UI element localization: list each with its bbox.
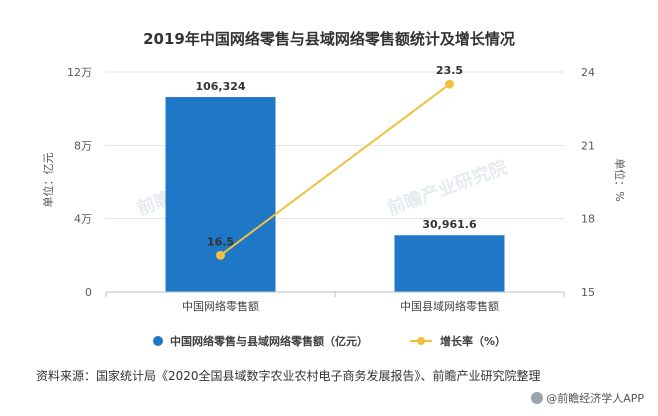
bar (394, 235, 505, 292)
y-tick-label-right: 24 (581, 66, 595, 79)
y-tick-label-left: 0 (85, 286, 92, 299)
source-note: 资料来源：国家统计局《2020全国县域数字农业农村电子商务发展报告》、前瞻产业研… (36, 369, 541, 383)
y-axis-label-left: 单位：亿元 (41, 153, 55, 208)
brand-text: @前瞻经济学人APP (546, 392, 644, 405)
legend: 中国网络零售与县域网络零售额（亿元） 增长率（%） (153, 334, 506, 348)
y-axis-label-right: 单位：% (613, 158, 627, 201)
brand-credit: @前瞻经济学人APP (531, 390, 644, 406)
x-tick-label: 中国县域网络零售额 (400, 299, 499, 313)
data-labels: 106,324 30,961.6 16.5 23.5 (195, 64, 477, 248)
legend-line-label: 增长率（%） (440, 334, 506, 348)
y-tick-label-right: 15 (581, 286, 595, 299)
line-data-label: 23.5 (436, 64, 463, 77)
bar-data-label: 30,961.6 (422, 218, 477, 231)
legend-bar-marker (153, 336, 163, 346)
watermark: 前瞻产业研究院 (384, 156, 510, 220)
legend-bar-label: 中国网络零售与县域网络零售额（亿元） (170, 334, 368, 348)
y-tick-label-left: 12万 (67, 66, 92, 79)
axes: 0 4万 8万 12万 15 18 21 24 中国网络零售额 中国县域网络零售额 (67, 66, 595, 313)
legend-line-dot (417, 337, 425, 345)
y-tick-label-left: 4万 (74, 213, 92, 226)
bar-data-label: 106,324 (195, 80, 245, 93)
growth-line-path (219, 83, 451, 257)
line-point (216, 250, 225, 260)
growth-line (216, 79, 454, 260)
line-data-label: 16.5 (207, 235, 234, 248)
bars (165, 97, 505, 293)
y-tick-label-right: 18 (581, 213, 595, 226)
y-tick-label-left: 8万 (74, 139, 92, 152)
y-tick-label-right: 21 (581, 139, 595, 152)
brand-icon (531, 392, 544, 404)
line-point (445, 79, 454, 89)
bar (165, 97, 276, 293)
chart-title: 2019年中国网络零售与县域网络零售额统计及增长情况 (143, 30, 515, 48)
x-tick-label: 中国网络零售额 (182, 299, 259, 313)
